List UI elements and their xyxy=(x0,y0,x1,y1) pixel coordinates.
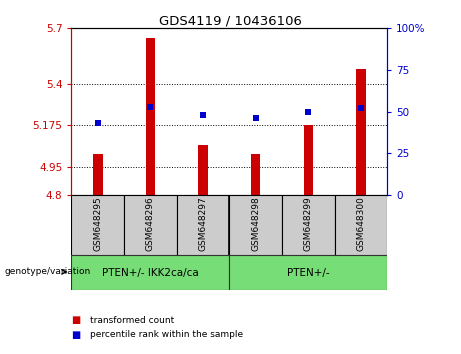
Text: PTEN+/-: PTEN+/- xyxy=(287,268,330,278)
Text: GSM648299: GSM648299 xyxy=(304,196,313,251)
Text: ■: ■ xyxy=(71,315,81,325)
Text: ■: ■ xyxy=(71,330,81,339)
Bar xyxy=(124,195,177,255)
Text: GSM648297: GSM648297 xyxy=(199,196,207,251)
Text: PTEN+/- IKK2ca/ca: PTEN+/- IKK2ca/ca xyxy=(102,268,199,278)
Bar xyxy=(71,195,124,255)
Bar xyxy=(251,154,260,195)
Bar xyxy=(93,154,102,195)
Bar xyxy=(356,69,366,195)
Bar xyxy=(198,145,208,195)
Bar xyxy=(229,195,282,255)
Bar xyxy=(177,195,229,255)
Text: transformed count: transformed count xyxy=(90,316,174,325)
Bar xyxy=(303,125,313,195)
Bar xyxy=(335,195,387,255)
Bar xyxy=(71,255,229,290)
Text: GSM648296: GSM648296 xyxy=(146,196,155,251)
Bar xyxy=(282,195,335,255)
Text: GDS4119 / 10436106: GDS4119 / 10436106 xyxy=(159,14,302,27)
Text: percentile rank within the sample: percentile rank within the sample xyxy=(90,330,243,339)
Bar xyxy=(146,38,155,195)
Text: genotype/variation: genotype/variation xyxy=(5,267,91,276)
Text: GSM648300: GSM648300 xyxy=(356,196,366,251)
Text: GSM648298: GSM648298 xyxy=(251,196,260,251)
Text: GSM648295: GSM648295 xyxy=(93,196,102,251)
Bar xyxy=(229,255,387,290)
